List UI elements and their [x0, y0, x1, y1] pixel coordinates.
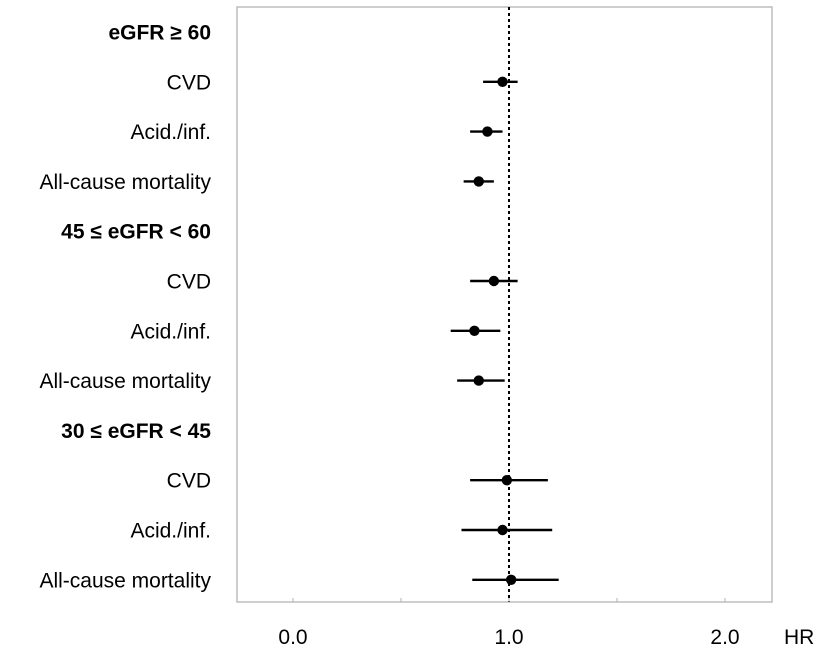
plot-frame: [236, 6, 773, 603]
x-axis-label: HR: [784, 626, 814, 649]
outcome-label: CVD: [167, 271, 211, 294]
outcome-label: All-cause mortality: [39, 370, 211, 393]
hr-point: [473, 176, 484, 187]
group-header-label: 45 ≤ eGFR < 60: [61, 221, 211, 244]
outcome-label: Acid./inf.: [130, 121, 211, 144]
x-tick-label: 2.0: [710, 626, 739, 649]
outcome-label: CVD: [167, 71, 211, 94]
hr-point: [505, 574, 517, 585]
hr-point: [501, 475, 513, 486]
outcome-label: Acid./inf.: [130, 320, 211, 343]
outcome-label: CVD: [167, 470, 211, 493]
hr-point: [497, 524, 508, 536]
rows: eGFR ≥ 60 CVD Acid./inf. All-cause mortalit…: [39, 22, 559, 592]
hr-point: [469, 325, 480, 336]
x-tick-label: 1.0: [494, 626, 523, 649]
hr-point: [473, 375, 484, 386]
minor-ticks: [400, 598, 618, 602]
group-header-label: eGFR ≥ 60: [108, 22, 211, 45]
x-tick-labels: 0.0 1.0 2.0: [278, 598, 740, 649]
group-header-label: 30 ≤ eGFR < 45: [61, 420, 211, 443]
hr-point: [482, 126, 493, 137]
hr-point: [497, 76, 508, 88]
x-tick-label: 0.0: [278, 626, 307, 649]
outcome-label: All-cause mortality: [39, 171, 211, 194]
hr-point: [488, 275, 500, 287]
outcome-label: Acid./inf.: [130, 520, 211, 543]
outcome-label: All-cause mortality: [39, 569, 211, 592]
